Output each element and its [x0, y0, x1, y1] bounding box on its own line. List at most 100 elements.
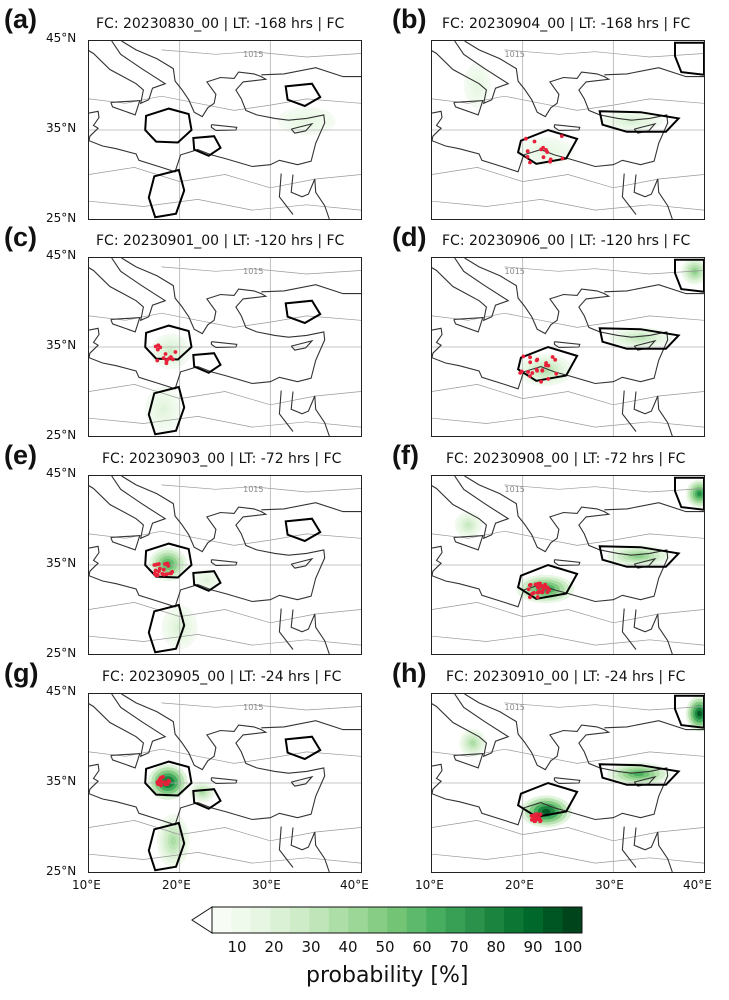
- panel-label-c: (c): [4, 222, 37, 252]
- coastline: [290, 775, 314, 787]
- coastline: [290, 609, 330, 654]
- lat-tick-45-row2: 45°N: [46, 248, 77, 262]
- isobar-line: [161, 266, 361, 275]
- map-panel-e: 1015: [88, 475, 362, 655]
- colorbar-bin: [504, 907, 525, 933]
- colorbar-tick-20: 20: [264, 938, 284, 956]
- coastline: [89, 258, 167, 322]
- coastline: [553, 559, 581, 566]
- threshold-outline: [598, 110, 681, 133]
- probability-field: [697, 710, 702, 717]
- coastline: [261, 720, 361, 731]
- cyclone-center-dot: [540, 590, 545, 595]
- colorbar-tick-100: 100: [553, 938, 583, 956]
- colorbar-bin: [484, 907, 505, 933]
- coastline: [290, 557, 314, 569]
- colorbar-bin: [212, 907, 232, 933]
- colorbar-bin: [231, 907, 252, 933]
- cyclone-center-dot: [166, 778, 171, 783]
- colorbar-tick-80: 80: [486, 938, 506, 956]
- coastline: [290, 827, 330, 872]
- cyclone-center-dot: [528, 160, 532, 165]
- lat-tick-35-row2: 35°N: [46, 338, 77, 352]
- map-svg-c: 1015: [89, 258, 361, 436]
- threshold-outline: [192, 352, 222, 374]
- isobar-line: [504, 702, 704, 711]
- coastline: [553, 777, 581, 784]
- isobar-line: [161, 702, 361, 711]
- isobar-line: [89, 748, 361, 764]
- isobar-line: [432, 199, 704, 211]
- coastline: [89, 327, 100, 358]
- coastline: [89, 694, 167, 758]
- panel-title-e: FC: 20230903_00 | LT: -72 hrs | FC: [102, 451, 342, 467]
- cyclone-center-dot: [532, 139, 537, 144]
- lat-tick-45-row3: 45°N: [46, 466, 77, 480]
- colorbar-frame: [211, 906, 583, 934]
- cyclone-center-dot: [169, 355, 173, 359]
- cyclone-center-dot: [153, 344, 158, 349]
- lon-tick-30-left: 30°E: [252, 878, 281, 892]
- cyclone-center-dot: [542, 584, 547, 589]
- lat-tick-45-row4: 45°N: [46, 684, 77, 698]
- cyclone-center-dot: [550, 355, 555, 359]
- map-svg-h: 1015: [432, 694, 704, 872]
- cyclone-center-dot: [168, 571, 172, 576]
- coastline: [210, 341, 238, 348]
- isobar-line: [89, 167, 361, 189]
- isobar-label: 1015: [505, 267, 525, 276]
- isobar-line: [432, 602, 704, 624]
- cyclone-center-dot: [528, 360, 533, 365]
- threshold-outline: [284, 299, 322, 325]
- cyclone-center-dot: [546, 377, 551, 381]
- colorbar-tick-50: 50: [375, 938, 395, 956]
- cyclone-center-dot: [521, 354, 526, 359]
- cyclone-center-dot: [545, 585, 550, 590]
- isobar-line: [504, 484, 704, 493]
- cyclone-center-dot: [540, 368, 545, 372]
- coastline: [633, 174, 673, 219]
- coastline: [290, 339, 314, 351]
- coastline: [432, 327, 443, 358]
- cyclone-center-dot: [161, 567, 166, 572]
- isobar-line: [432, 416, 704, 428]
- panel-label-a: (a): [4, 4, 37, 34]
- coastline: [432, 258, 510, 322]
- threshold-outline: [147, 168, 186, 219]
- probability-field: [167, 348, 174, 355]
- lat-tick-25-row4: 25°N: [46, 864, 77, 878]
- coastline: [261, 502, 361, 513]
- coastline: [89, 41, 167, 105]
- coastline: [633, 827, 673, 872]
- threshold-outline: [284, 517, 322, 543]
- cyclone-center-dot: [537, 585, 541, 590]
- cyclone-center-dot: [159, 780, 164, 784]
- cyclone-center-dot: [553, 357, 558, 362]
- coastline: [278, 390, 294, 432]
- threshold-outline: [144, 107, 193, 144]
- panel-label-g: (g): [4, 658, 39, 688]
- threshold-outline: [284, 735, 322, 761]
- probability-field: [697, 491, 702, 497]
- cyclone-center-dot: [528, 582, 533, 587]
- colorbar-bin: [348, 907, 369, 933]
- probability-field: [170, 836, 177, 846]
- map-panel-b: 1015: [431, 40, 705, 220]
- coastline: [553, 341, 581, 348]
- probability-field: [204, 578, 210, 582]
- cyclone-center-dot: [548, 157, 553, 162]
- cyclone-center-dot: [529, 818, 534, 822]
- map-svg-e: 1015: [89, 476, 361, 654]
- isobar-label: 1015: [243, 703, 263, 712]
- probability-field: [160, 405, 167, 413]
- cyclone-center-dot: [539, 379, 543, 384]
- colorbar-tick-70: 70: [449, 938, 469, 956]
- cyclone-center-dot: [518, 371, 523, 375]
- probability-field: [470, 740, 476, 746]
- coastline: [432, 41, 669, 173]
- colorbar-bin: [289, 907, 310, 933]
- cyclone-center-dot: [158, 345, 163, 350]
- cyclone-center-dot: [163, 562, 167, 566]
- map-panel-d: 1015: [431, 257, 705, 437]
- lat-tick-45-row1: 45°N: [46, 31, 77, 45]
